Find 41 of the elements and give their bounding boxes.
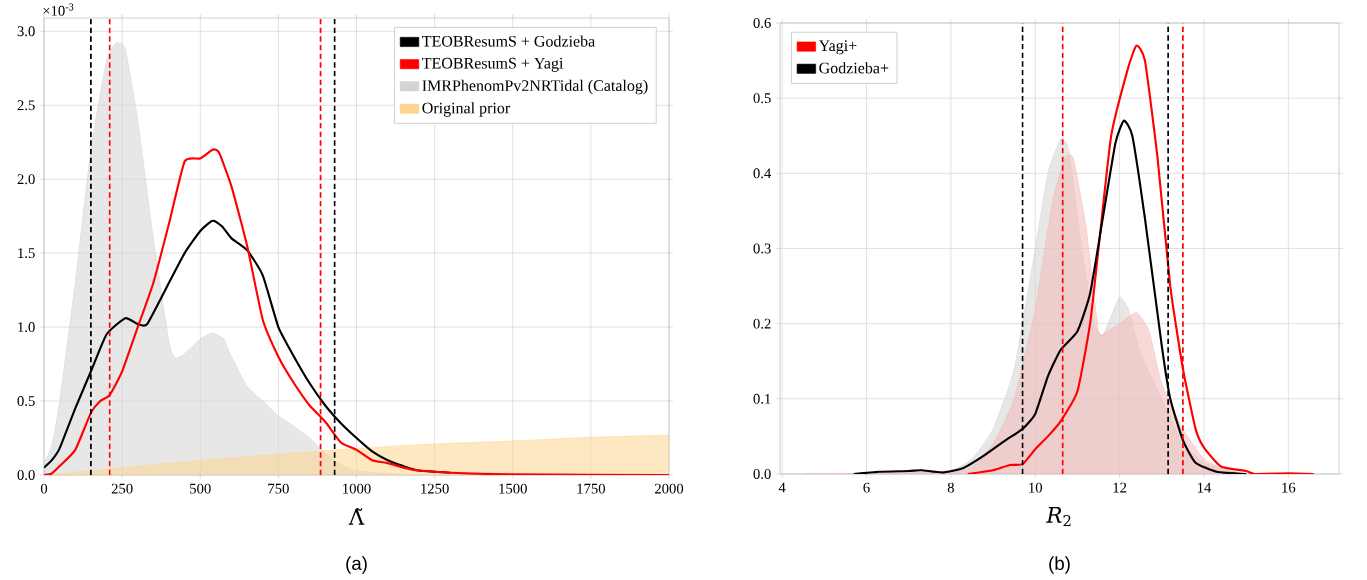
legend-label: IMRPhenomPv2NRTidal (Catalog)	[422, 79, 648, 95]
x-tick-label: 1750	[577, 483, 605, 494]
text: (b)	[1049, 556, 1070, 574]
x-tick-label: 8	[947, 482, 954, 493]
y-tick-label: 0.5	[753, 93, 771, 104]
x-tick-label: 0	[40, 483, 48, 494]
legend-label: TEOBResumS + Godzieba	[422, 35, 595, 47]
y-tick-label: 0.0	[17, 470, 35, 480]
x-tick-label: 12	[1113, 482, 1127, 493]
y-tick-label: 2.5	[17, 100, 35, 111]
legend-label: Yagi+	[818, 40, 857, 55]
x-tick-label: 250	[111, 483, 133, 494]
x-axis-title: R$_{2}$	[1046, 507, 1071, 527]
y-tick-label: 0.0	[753, 469, 771, 479]
x-tick-label: 16	[1282, 482, 1296, 493]
y-tick-label: 3.0	[17, 26, 35, 37]
x-tick-label: 1500	[499, 483, 527, 494]
y-tick-label: 2.0	[17, 174, 35, 185]
y-tick-label: 0.1	[753, 393, 771, 404]
legend-label: Original prior	[422, 102, 511, 117]
y-tick-label: 0.5	[17, 396, 35, 407]
x-tick-label: 1250	[421, 483, 449, 494]
x-tick-label: 10	[1029, 482, 1043, 493]
x-tick-label: 1000	[343, 483, 371, 494]
y-tick-label: 1.0	[18, 322, 35, 333]
y-tick-label: 1.5	[18, 248, 35, 259]
y-tick-label: 0.3	[753, 243, 771, 254]
text: (a)	[346, 556, 367, 574]
text: ×10$^{-3}$	[43, 3, 74, 16]
legend-label: Godzieba+	[819, 62, 889, 74]
x-tick-label: 14	[1197, 482, 1212, 493]
x-tick-label: 6	[863, 482, 870, 493]
x-tick-label: 750	[268, 483, 289, 494]
x-tick-label: 2000	[654, 483, 684, 494]
x-tick-label: 4	[778, 482, 786, 493]
y-tick-label: 0.2	[753, 318, 771, 329]
y-tick-label: 0.4	[753, 168, 772, 179]
y-tick-label: 0.6	[753, 18, 771, 28]
x-axis-title: Λ̃	[348, 508, 365, 525]
x-tick-label: 500	[190, 483, 211, 494]
legend-label: TEOBResumS + Yagi	[422, 57, 564, 72]
